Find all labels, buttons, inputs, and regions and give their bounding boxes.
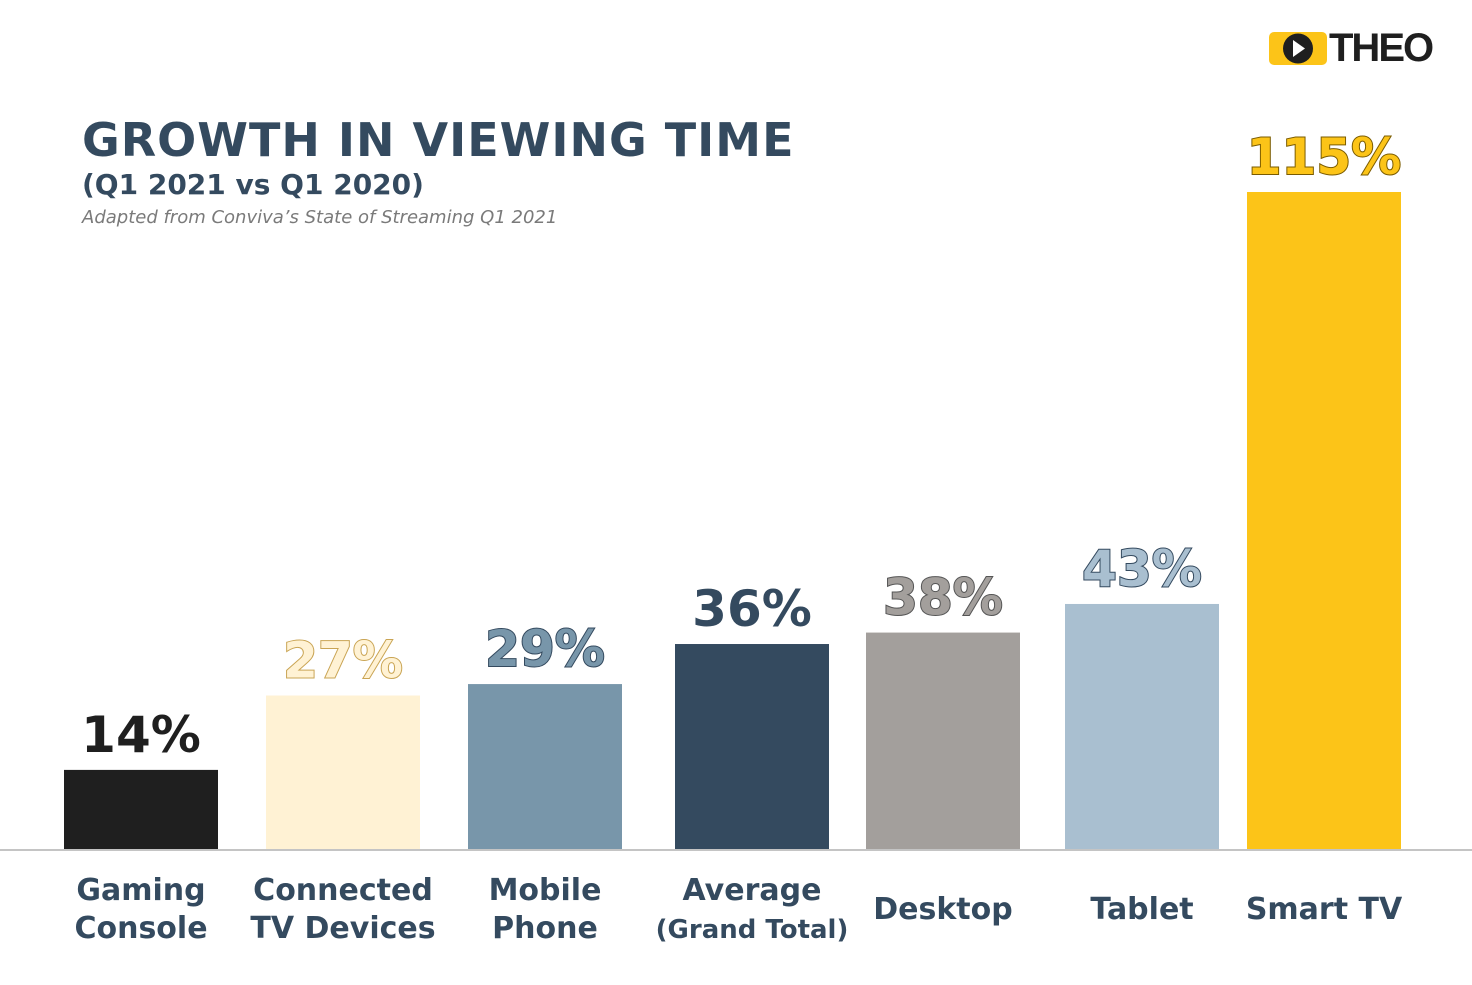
bar-4 <box>866 632 1020 850</box>
category-label-6: Smart TV <box>1246 892 1403 927</box>
category-label-4: Desktop <box>873 892 1012 927</box>
theo-logo: THEO <box>1267 26 1447 70</box>
bar-1 <box>266 695 420 850</box>
bar-5 <box>1065 603 1219 850</box>
category-label-0: Gaming Console <box>74 873 207 946</box>
category-label-1: Connected TV Devices <box>250 873 435 946</box>
bar-value-label-6: 115% <box>1247 128 1401 186</box>
bar-value-label-3: 36% <box>692 580 812 638</box>
chart-title: GROWTH IN VIEWING TIME <box>82 113 795 167</box>
category-label-5: Tablet <box>1090 892 1193 927</box>
category-label-2: Mobile Phone <box>489 873 602 946</box>
logo-text: THEO <box>1329 26 1434 70</box>
chart-subtitle: (Q1 2021 vs Q1 2020) <box>82 168 424 201</box>
bar-2 <box>468 684 622 850</box>
bar-value-label-2: 29% <box>485 620 605 678</box>
bar-value-label-0: 14% <box>81 706 201 764</box>
bar-value-label-1: 27% <box>283 632 403 690</box>
bar-3 <box>675 644 829 850</box>
bar-6 <box>1247 192 1401 850</box>
bar-0 <box>64 769 218 850</box>
bar-value-label-5: 43% <box>1082 540 1202 598</box>
category-label-3: Average (Grand Total) <box>656 873 849 945</box>
play-logo-icon <box>1269 32 1327 65</box>
chart-source-note: Adapted from Conviva’s State of Streamin… <box>82 207 558 228</box>
bar-value-label-4: 38% <box>883 569 1003 627</box>
